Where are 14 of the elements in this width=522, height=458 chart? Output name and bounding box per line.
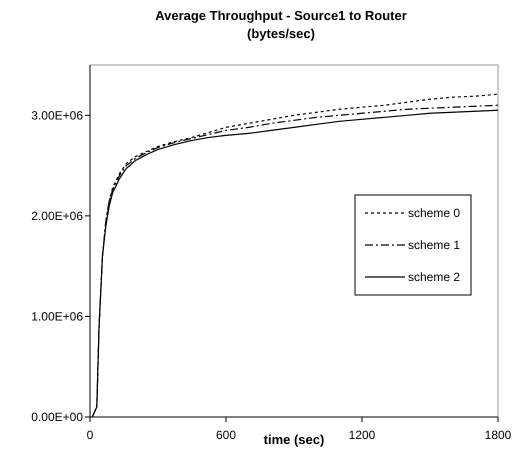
y-tick-label: 3.00E+06 [31, 108, 84, 122]
legend-label: scheme 2 [408, 270, 460, 284]
x-tick-label: 0 [86, 428, 94, 442]
chart-title: Average Throughput - Source1 to Router [155, 8, 407, 23]
x-tick-label: 1200 [348, 428, 376, 442]
x-axis-title: time (sec) [264, 432, 324, 447]
chart-subtitle: (bytes/sec) [247, 26, 315, 41]
x-tick-label: 600 [216, 428, 236, 442]
y-tick-label: 0.00E+00 [31, 410, 84, 424]
y-tick-label: 2.00E+06 [31, 209, 84, 224]
x-tick-label: 1800 [484, 428, 512, 442]
y-tick-label: 1.00E+06 [31, 310, 84, 324]
legend-label: scheme 1 [408, 238, 460, 252]
legend-label: scheme 0 [408, 206, 460, 220]
